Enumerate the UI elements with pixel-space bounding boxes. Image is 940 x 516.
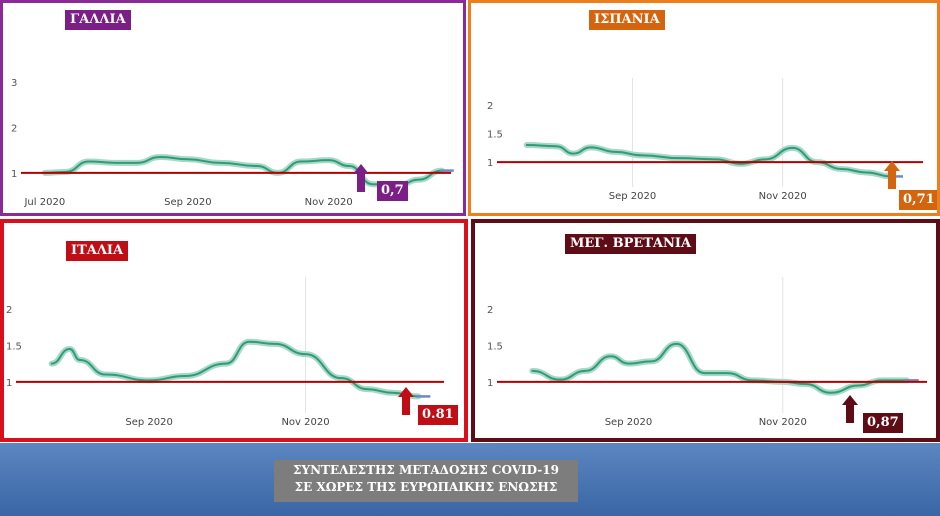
value-label-spain: 0,71 bbox=[899, 190, 937, 210]
x-tick-label: Nov 2020 bbox=[759, 417, 807, 428]
value-label-france: 0,7 bbox=[377, 181, 408, 201]
chart-panel-spain: 1 1.5 2 Sep 2020 Nov 2020 ΙΣΠΑΝΙΑ 0,71 bbox=[468, 0, 940, 216]
y-tick-label: 1 bbox=[487, 378, 493, 389]
footer-title: ΣΥΝΤΕΛΕΣΤΗΣ ΜΕΤΑΔΟΣΗΣ COVID-19 ΣΕ ΧΩΡΕΣ … bbox=[274, 460, 578, 502]
series-line bbox=[531, 342, 908, 394]
country-label-italy: ΙΤΑΛΙΑ bbox=[66, 241, 129, 261]
value-label-uk: 0,87 bbox=[863, 413, 903, 433]
x-tick-label: Nov 2020 bbox=[281, 417, 329, 428]
chart-panel-italy: 1 1.5 2 Sep 2020 Nov 2020 ΙΤΑΛΙΑ 0.81 bbox=[0, 219, 468, 442]
series-band bbox=[529, 340, 910, 396]
arrow-up-icon bbox=[884, 161, 900, 189]
chart-panel-france: 1 2 3 Jul 2020 Sep 2020 Nov 2020 ΓΑΛΛΙΑ 0,7 bbox=[0, 0, 466, 216]
series-line bbox=[525, 144, 892, 178]
country-label-france: ΓΑΛΛΙΑ bbox=[65, 10, 131, 30]
x-tick-label: Sep 2020 bbox=[125, 417, 172, 428]
arrow-up-icon bbox=[353, 164, 369, 192]
y-tick-label: 1.5 bbox=[487, 130, 503, 141]
chart-svg-italy: 1 1.5 2 Sep 2020 Nov 2020 bbox=[6, 277, 444, 428]
y-tick-label: 1 bbox=[487, 158, 493, 169]
footer-title-line1: ΣΥΝΤΕΛΕΣΤΗΣ ΜΕΤΑΔΟΣΗΣ COVID-19 bbox=[293, 463, 559, 477]
series-band bbox=[523, 142, 894, 180]
country-label-uk: ΜΕΓ. ΒΡΕΤΑΝΙΑ bbox=[565, 234, 697, 254]
arrow-up-icon bbox=[842, 395, 858, 423]
value-label-italy: 0.81 bbox=[418, 405, 458, 425]
x-tick-label: Sep 2020 bbox=[164, 197, 211, 208]
x-tick-label: Sep 2020 bbox=[605, 417, 652, 428]
y-tick-label: 2 bbox=[6, 305, 12, 316]
y-tick-label: 2 bbox=[487, 101, 493, 112]
y-tick-label: 3 bbox=[11, 78, 17, 89]
y-tick-label: 2 bbox=[11, 123, 17, 134]
chart-svg-spain: 1 1.5 2 Sep 2020 Nov 2020 bbox=[487, 78, 923, 202]
y-tick-label: 2 bbox=[487, 305, 493, 316]
x-tick-label: Nov 2020 bbox=[305, 197, 353, 208]
y-tick-label: 1 bbox=[11, 169, 17, 180]
chart-svg-uk: 1 1.5 2 Sep 2020 Nov 2020 bbox=[487, 277, 927, 428]
footer-title-line2: ΣΕ ΧΩΡΕΣ ΤΗΣ ΕΥΡΩΠΑΙΚΗΣ ΕΝΩΣΗΣ bbox=[294, 480, 558, 494]
chart-panel-uk: 1 1.5 2 Sep 2020 Nov 2020 ΜΕΓ. ΒΡΕΤΑΝΙΑ 0,87 bbox=[471, 219, 940, 442]
y-tick-label: 1.5 bbox=[6, 341, 22, 352]
series-line bbox=[50, 340, 420, 398]
x-tick-label: Sep 2020 bbox=[609, 191, 656, 202]
y-tick-label: 1.5 bbox=[487, 341, 503, 352]
y-tick-label: 1 bbox=[6, 378, 12, 389]
x-tick-label: Nov 2020 bbox=[759, 191, 807, 202]
arrow-up-icon bbox=[398, 387, 414, 415]
country-label-spain: ΙΣΠΑΝΙΑ bbox=[589, 10, 665, 30]
x-tick-label: Jul 2020 bbox=[23, 197, 65, 208]
